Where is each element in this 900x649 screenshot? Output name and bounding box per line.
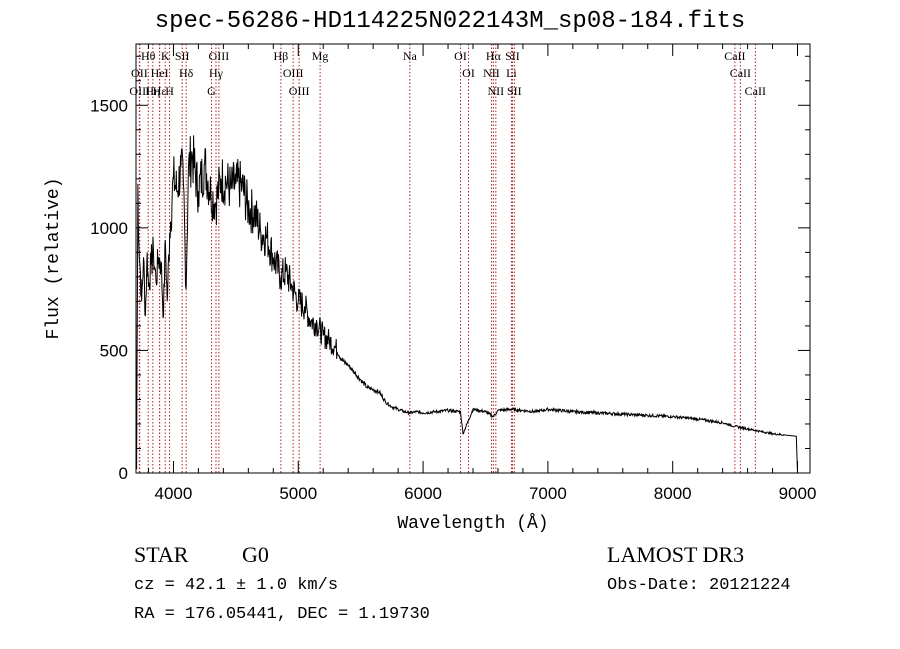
line-label: Mg [312, 49, 329, 63]
line-label: OIII [129, 84, 150, 98]
x-axis-label: Wavelength (Å) [397, 513, 548, 534]
line-label: Hα [486, 49, 502, 63]
x-tick-label: 5000 [279, 484, 317, 503]
line-label: Hγ [209, 66, 224, 80]
y-tick-label: 500 [100, 341, 128, 360]
line-label: Hθ [141, 49, 156, 63]
line-label: K [161, 49, 170, 63]
line-label: NII [483, 66, 500, 80]
line-label: SII [507, 84, 522, 98]
line-label: Hε [153, 84, 167, 98]
y-axis-label: Flux (relative) [44, 177, 64, 339]
x-tick-label: 8000 [654, 484, 692, 503]
line-label: SII [505, 49, 520, 63]
line-label: OI [462, 66, 475, 80]
x-tick-label: 9000 [779, 484, 817, 503]
object-class: STAR [134, 542, 189, 567]
line-label: Li [506, 66, 517, 80]
survey-name: LAMOST DR3 [607, 542, 745, 567]
y-tick-label: 1000 [90, 219, 128, 238]
line-label: Na [403, 49, 418, 63]
line-label: CaII [724, 49, 745, 63]
line-label: Hβ [274, 49, 289, 63]
y-tick-label: 1500 [90, 96, 128, 115]
line-label: CaII [745, 84, 766, 98]
line-label: OIII [209, 49, 230, 63]
line-label: OI [454, 49, 467, 63]
redshift-text: cz = 42.1 ± 1.0 km/s [134, 576, 339, 595]
object-subclass: G0 [242, 542, 269, 567]
line-label: Hη [145, 84, 160, 98]
line-label: G [207, 84, 216, 98]
y-tick-label: 0 [119, 464, 128, 483]
line-label: H [165, 84, 174, 98]
line-label: OIII [289, 84, 310, 98]
ra-dec-text: RA = 176.05441, DEC = 1.19730 [134, 605, 430, 624]
obs-date-text: Obs-Date: 20121224 [607, 576, 791, 595]
x-tick-label: 4000 [155, 484, 193, 503]
line-label: NII [488, 84, 505, 98]
x-tick-label: 7000 [529, 484, 567, 503]
x-tick-label: 6000 [404, 484, 442, 503]
spectrum-line [136, 135, 798, 474]
chart-title: spec-56286-HD114225N022143M_sp08-184.fit… [154, 8, 746, 35]
line-label: CaII [730, 66, 751, 80]
line-label: Hδ [179, 66, 194, 80]
line-label: OIII [283, 66, 304, 80]
line-label: SII [175, 49, 190, 63]
